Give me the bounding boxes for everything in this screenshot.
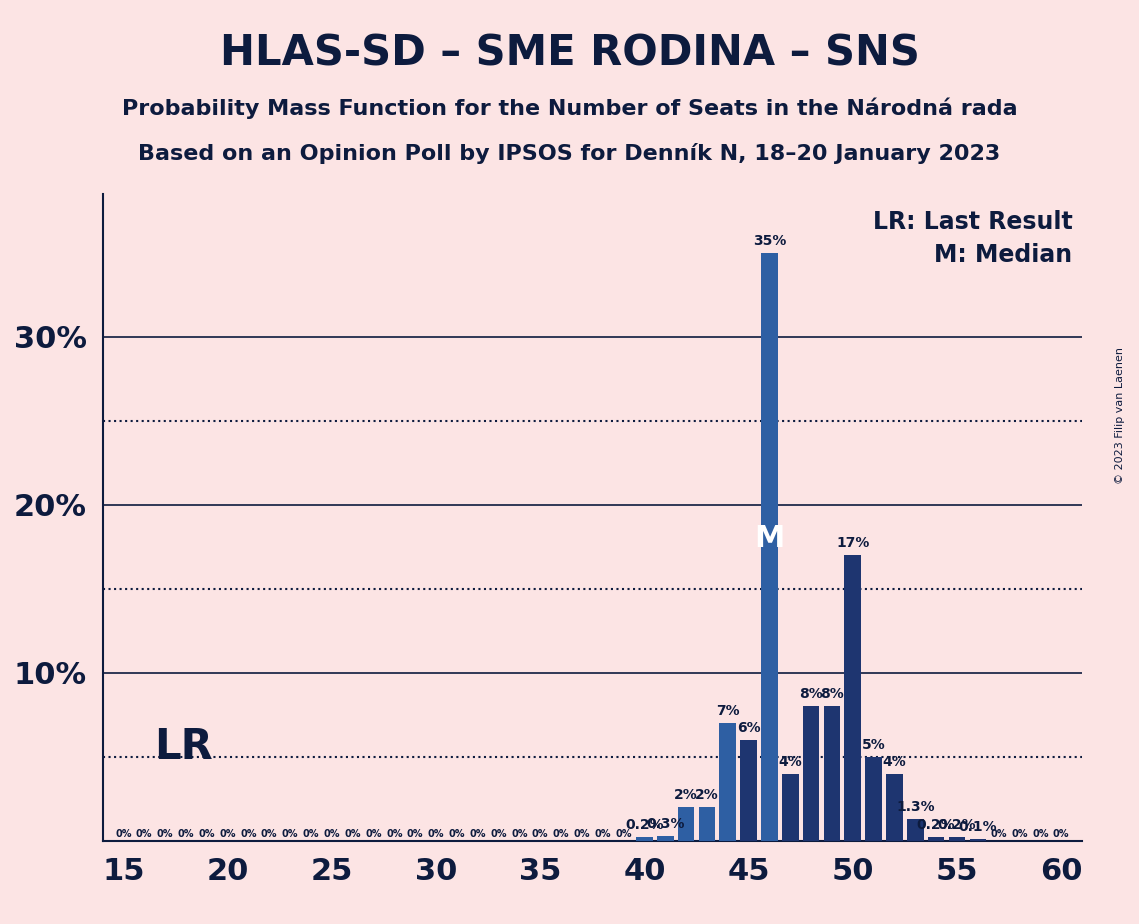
Text: 0%: 0% <box>1032 829 1049 839</box>
Text: 17%: 17% <box>836 536 869 550</box>
Text: 0%: 0% <box>303 829 319 839</box>
Bar <box>823 707 841 841</box>
Text: 0%: 0% <box>323 829 341 839</box>
Text: 0%: 0% <box>469 829 486 839</box>
Bar <box>698 808 715 841</box>
Bar <box>907 819 924 841</box>
Text: 0%: 0% <box>240 829 256 839</box>
Text: 1.3%: 1.3% <box>896 800 935 814</box>
Bar <box>844 555 861 841</box>
Text: 7%: 7% <box>716 704 739 718</box>
Text: 4%: 4% <box>883 755 907 769</box>
Text: 0%: 0% <box>344 829 361 839</box>
Bar <box>949 837 966 841</box>
Bar <box>720 723 736 841</box>
Text: HLAS-SD – SME RODINA – SNS: HLAS-SD – SME RODINA – SNS <box>220 32 919 74</box>
Text: 0%: 0% <box>552 829 570 839</box>
Text: Probability Mass Function for the Number of Seats in the Národná rada: Probability Mass Function for the Number… <box>122 97 1017 118</box>
Text: 0%: 0% <box>178 829 194 839</box>
Text: 0%: 0% <box>136 829 153 839</box>
Text: 0%: 0% <box>220 829 236 839</box>
Text: 0%: 0% <box>532 829 548 839</box>
Bar <box>678 808 695 841</box>
Text: 8%: 8% <box>800 687 823 701</box>
Text: 0.2%: 0.2% <box>937 819 976 833</box>
Text: 0%: 0% <box>428 829 444 839</box>
Text: 0%: 0% <box>511 829 527 839</box>
Text: 0%: 0% <box>449 829 465 839</box>
Text: 6%: 6% <box>737 721 761 735</box>
Text: © 2023 Filip van Laenen: © 2023 Filip van Laenen <box>1115 347 1124 484</box>
Text: 0.3%: 0.3% <box>646 817 685 831</box>
Text: 2%: 2% <box>674 788 698 802</box>
Text: 0%: 0% <box>366 829 382 839</box>
Text: 0.1%: 0.1% <box>959 821 997 834</box>
Bar <box>803 707 819 841</box>
Text: LR: LR <box>155 725 213 768</box>
Text: 0%: 0% <box>595 829 611 839</box>
Text: 0.2%: 0.2% <box>625 819 664 833</box>
Bar <box>866 757 882 841</box>
Bar <box>886 773 903 841</box>
Text: 0%: 0% <box>407 829 424 839</box>
Bar <box>636 837 653 841</box>
Text: 0%: 0% <box>157 829 173 839</box>
Text: M: Median: M: Median <box>934 242 1072 266</box>
Text: 0%: 0% <box>115 829 132 839</box>
Bar <box>740 740 757 841</box>
Text: 0%: 0% <box>198 829 215 839</box>
Text: 0%: 0% <box>615 829 632 839</box>
Text: 0%: 0% <box>386 829 402 839</box>
Text: 5%: 5% <box>862 737 885 752</box>
Text: 0%: 0% <box>1011 829 1027 839</box>
Bar <box>969 839 986 841</box>
Text: 0%: 0% <box>261 829 278 839</box>
Text: 0%: 0% <box>490 829 507 839</box>
Bar <box>761 253 778 841</box>
Text: 35%: 35% <box>753 234 786 248</box>
Text: 4%: 4% <box>778 755 802 769</box>
Bar <box>928 837 944 841</box>
Text: 8%: 8% <box>820 687 844 701</box>
Text: LR: Last Result: LR: Last Result <box>872 211 1072 234</box>
Bar <box>782 773 798 841</box>
Text: 0%: 0% <box>1052 829 1070 839</box>
Text: Based on an Opinion Poll by IPSOS for Denník N, 18–20 January 2023: Based on an Opinion Poll by IPSOS for De… <box>138 143 1001 164</box>
Text: 0%: 0% <box>991 829 1007 839</box>
Text: 2%: 2% <box>695 788 719 802</box>
Bar <box>657 836 673 841</box>
Text: 0.2%: 0.2% <box>917 819 956 833</box>
Text: 0%: 0% <box>574 829 590 839</box>
Text: M: M <box>754 524 785 553</box>
Text: 0%: 0% <box>281 829 298 839</box>
